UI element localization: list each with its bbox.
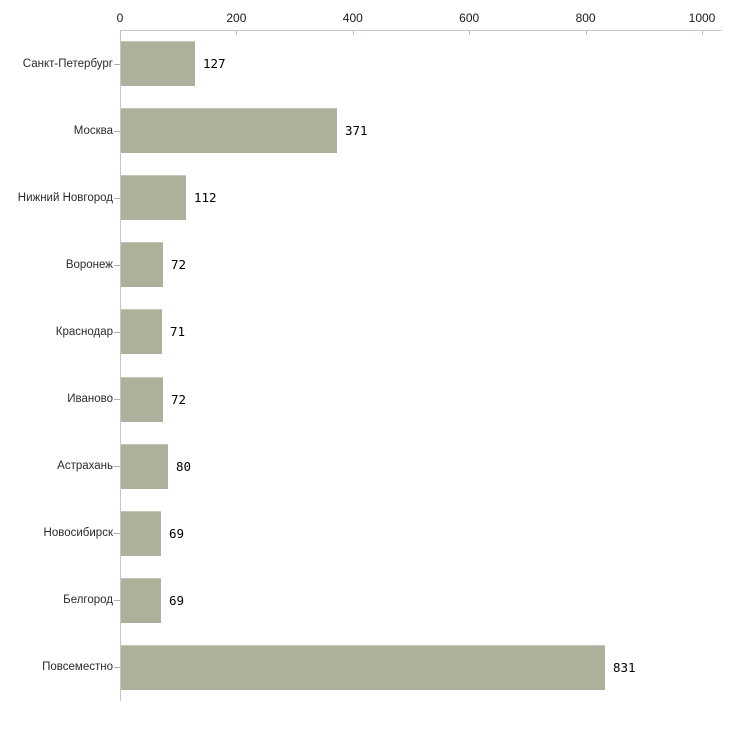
y-tick-mark	[114, 466, 120, 467]
y-tick-mark	[114, 131, 120, 132]
value-label: 80	[176, 458, 192, 474]
category-label: Нижний Новгород	[17, 191, 113, 204]
value-label: 72	[171, 391, 187, 407]
x-tick-label: 800	[575, 11, 596, 25]
x-tick-mark	[352, 31, 354, 35]
bar	[121, 577, 161, 623]
y-tick-mark	[114, 533, 120, 534]
x-tick-label: 600	[459, 11, 480, 25]
bar	[121, 443, 168, 489]
x-tick-label: 1000	[688, 11, 716, 25]
x-axis-line	[120, 30, 722, 31]
x-tick-label: 200	[226, 11, 247, 25]
category-label: Новосибирск	[43, 527, 113, 540]
bar	[121, 175, 186, 221]
category-label: Москва	[73, 124, 113, 137]
x-tick-label: 400	[342, 11, 363, 25]
y-axis-line	[120, 30, 121, 701]
category-label: Иваново	[67, 393, 113, 406]
value-label: 112	[194, 190, 217, 206]
y-tick-mark	[114, 332, 120, 333]
category-label: Санкт-Петербург	[22, 57, 113, 70]
x-tick-label: 0	[116, 11, 124, 25]
y-tick-mark	[114, 667, 120, 668]
value-label: 72	[171, 257, 187, 273]
bar	[121, 309, 162, 355]
x-tick-mark	[236, 31, 238, 35]
y-tick-mark	[114, 600, 120, 601]
x-tick-mark	[469, 31, 471, 35]
bar	[121, 510, 161, 556]
y-tick-mark	[114, 64, 120, 65]
x-tick-mark	[585, 31, 587, 35]
bar	[121, 376, 163, 422]
bar	[121, 108, 337, 154]
y-tick-mark	[114, 265, 120, 266]
y-tick-mark	[114, 399, 120, 400]
category-label: Астрахань	[57, 460, 113, 473]
bar	[121, 242, 163, 288]
x-tick-mark	[702, 31, 703, 35]
category-label: Повсеместно	[42, 661, 113, 674]
category-label: Белгород	[63, 594, 113, 607]
y-tick-mark	[114, 198, 120, 199]
value-label: 71	[170, 324, 186, 340]
category-label: Краснодар	[55, 325, 113, 338]
category-label: Воронеж	[65, 258, 113, 271]
value-label: 831	[613, 659, 636, 675]
value-label: 127	[203, 56, 226, 72]
value-label: 69	[169, 525, 185, 541]
bar	[121, 644, 605, 690]
x-tick-mark	[120, 31, 121, 35]
value-label: 371	[345, 123, 368, 139]
bar	[121, 41, 195, 87]
value-label: 69	[169, 592, 185, 608]
